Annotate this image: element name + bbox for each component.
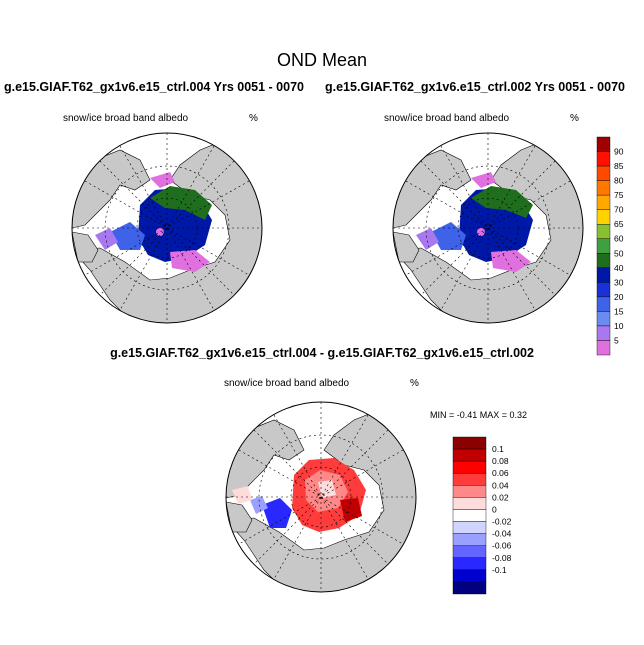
colorbar-bin bbox=[596, 165, 611, 181]
left-ice-blue bbox=[110, 222, 145, 250]
colorbar-bin bbox=[596, 136, 611, 152]
diff-colorbar-bin bbox=[452, 473, 487, 486]
colorbar-tick-label: 60 bbox=[614, 234, 624, 244]
right-land-eurasia bbox=[393, 139, 583, 323]
colorbar-tick-label: 75 bbox=[614, 190, 624, 200]
diff-colorbar-bin bbox=[452, 557, 487, 571]
right-polar-map bbox=[392, 132, 584, 324]
colorbar-bin bbox=[596, 223, 611, 239]
diff-colorbar-bin bbox=[452, 545, 487, 558]
right-ice-purple bbox=[491, 250, 531, 272]
colorbar-bin bbox=[596, 311, 611, 327]
diff-colorbar-tick-label: -0.06 bbox=[492, 541, 512, 551]
left-panel-title: g.e15.GIAF.T62_gx1v6.e15_ctrl.004 Yrs 00… bbox=[4, 80, 304, 94]
diff-colorbar-bin bbox=[452, 533, 487, 546]
diff-colorbar-tick-label: 0.02 bbox=[492, 492, 509, 502]
colorbar-tick-label: 85 bbox=[614, 161, 624, 171]
colorbar-bin bbox=[596, 151, 611, 167]
diff-polar-map bbox=[225, 401, 417, 593]
diff-pinkish bbox=[232, 486, 252, 504]
right-ice-blue bbox=[431, 222, 466, 250]
right-panel-title: g.e15.GIAF.T62_gx1v6.e15_ctrl.002 Yrs 00… bbox=[325, 80, 625, 94]
colorbar-bin bbox=[596, 267, 611, 283]
left-ice-purple-3 bbox=[150, 172, 175, 188]
colorbar-tick-label: 15 bbox=[614, 306, 624, 316]
diff-negative-region bbox=[262, 498, 292, 528]
diff-panel-title: g.e15.GIAF.T62_gx1v6.e15_ctrl.004 - g.e1… bbox=[110, 346, 534, 360]
colorbar-tick-label: 65 bbox=[614, 219, 624, 229]
colorbar-tick-label: 80 bbox=[614, 176, 624, 186]
diff-units-label: % bbox=[410, 378, 419, 389]
diff-positive-strong bbox=[340, 498, 362, 522]
diff-colorbar-bin bbox=[452, 448, 487, 462]
diff-colorbar-bin bbox=[452, 497, 487, 510]
diff-colorbar-bin bbox=[452, 521, 487, 534]
left-land-eurasia bbox=[72, 139, 262, 323]
right-ice-green bbox=[471, 186, 533, 218]
diff-colorbar-tick-label: 0 bbox=[492, 504, 497, 514]
colorbar-tick-label: 50 bbox=[614, 248, 624, 258]
page-title: OND Mean bbox=[276, 50, 368, 70]
colorbar-tick-label: 20 bbox=[614, 292, 624, 302]
diff-negative-light bbox=[250, 496, 268, 514]
colorbar-bin bbox=[596, 340, 611, 356]
diff-colorbar-bin bbox=[452, 581, 487, 595]
colorbar-bin bbox=[596, 282, 611, 298]
right-ice-purple-2 bbox=[416, 228, 439, 250]
colorbar-tick-label: 5 bbox=[614, 335, 619, 345]
left-pole-spot bbox=[156, 228, 164, 236]
left-ice-purple-2 bbox=[95, 228, 118, 250]
colorbar-bin bbox=[596, 253, 611, 268]
right-variable-label: snow/ice broad band albedo bbox=[384, 113, 510, 124]
diff-colorbar-bin bbox=[452, 509, 487, 522]
right-ice-purple-3 bbox=[471, 172, 496, 188]
diff-colorbar-tick-label: -0.04 bbox=[492, 529, 512, 539]
colorbar-bin bbox=[596, 180, 611, 196]
left-units-label: % bbox=[249, 113, 258, 124]
colorbar-bin bbox=[596, 238, 611, 254]
colorbar-bin bbox=[596, 296, 611, 312]
colorbar-tick-label: 40 bbox=[614, 263, 624, 273]
diff-colorbar-tick-label: 0.06 bbox=[492, 468, 509, 478]
colorbar-tick-label: 30 bbox=[614, 277, 624, 287]
colorbar-tick-label: 70 bbox=[614, 205, 624, 215]
diff-colorbar-tick-label: -0.1 bbox=[492, 565, 507, 575]
colorbar-bin bbox=[596, 194, 611, 210]
left-variable-label: snow/ice broad band albedo bbox=[63, 113, 189, 124]
diff-colorbar-bin bbox=[452, 569, 487, 583]
diff-min-max: MIN = -0.41 MAX = 0.32 bbox=[430, 410, 528, 420]
diff-colorbar-tick-label: -0.02 bbox=[492, 517, 512, 527]
diff-colorbar-tick-label: 0.1 bbox=[492, 444, 504, 454]
colorbar-bin bbox=[596, 325, 611, 341]
colorbar-bin bbox=[596, 209, 611, 225]
diff-colorbar-bin bbox=[452, 460, 487, 474]
diff-colorbar: 0.1 0.08 0.06 0.04 0.02 0 -0.02 -0.04 -0.06 -0.08… bbox=[452, 436, 512, 595]
right-units-label: % bbox=[570, 113, 579, 124]
diff-near-zero bbox=[318, 480, 336, 498]
right-pole-spot bbox=[477, 228, 485, 236]
diff-colorbar-bin bbox=[452, 436, 487, 450]
colorbar-tick-label: 90 bbox=[614, 147, 624, 157]
diff-colorbar-tick-label: -0.08 bbox=[492, 553, 512, 563]
left-ice-purple bbox=[170, 250, 210, 272]
diff-colorbar-tick-label: 0.08 bbox=[492, 456, 509, 466]
colorbar-tick-label: 10 bbox=[614, 321, 624, 331]
albedo-colorbar: 90 85 80 75 70 65 60 50 40 30 20 15 10 5 bbox=[596, 136, 624, 356]
left-polar-map bbox=[71, 132, 263, 324]
diff-colorbar-bin bbox=[452, 485, 487, 498]
diff-colorbar-tick-label: 0.04 bbox=[492, 480, 509, 490]
diff-variable-label: snow/ice broad band albedo bbox=[224, 378, 350, 389]
